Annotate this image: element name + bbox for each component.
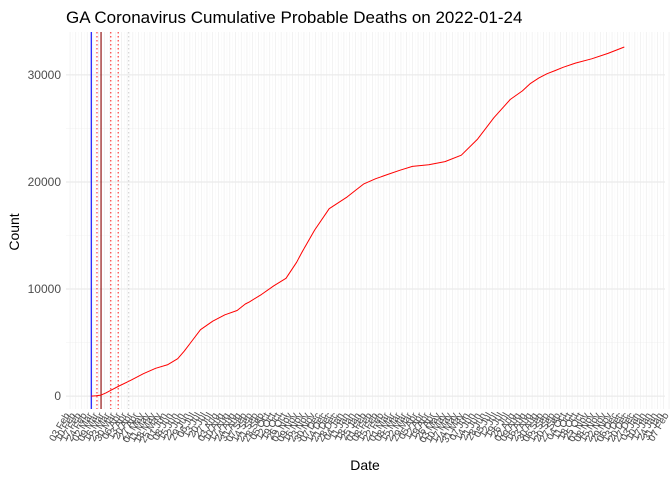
series-group [91,46,625,397]
major-grid [66,32,670,409]
reference-lines [90,32,130,409]
y-tick-label: 30000 [28,68,62,82]
y-tick-label: 0 [54,389,61,403]
series-line [91,46,625,397]
y-axis-ticks: 0 10000 20000 30000 [28,68,62,403]
y-axis-title: Count [6,213,22,250]
y-tick-label: 20000 [28,175,62,189]
chart-title: GA Coronavirus Cumulative Probable Death… [66,8,522,27]
x-axis-title: Date [350,457,380,473]
y-tick-label: 10000 [28,282,62,296]
